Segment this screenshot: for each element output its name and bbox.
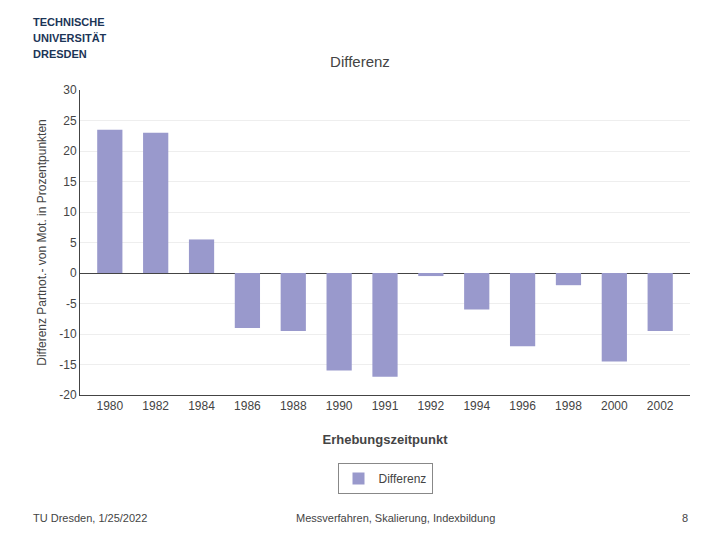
svg-text:1986: 1986	[234, 399, 261, 413]
svg-text:5: 5	[70, 236, 77, 250]
svg-text:TU Dresden, 1/25/2022: TU Dresden, 1/25/2022	[33, 512, 147, 524]
svg-text:1990: 1990	[326, 399, 353, 413]
svg-text:-10: -10	[59, 327, 77, 341]
svg-text:Differenz: Differenz	[379, 472, 427, 486]
svg-text:TECHNISCHE: TECHNISCHE	[33, 16, 105, 28]
svg-text:1980: 1980	[96, 399, 123, 413]
svg-text:0: 0	[70, 266, 77, 280]
svg-text:2002: 2002	[647, 399, 674, 413]
svg-text:2000: 2000	[601, 399, 628, 413]
svg-text:Erhebungszeitpunkt: Erhebungszeitpunkt	[323, 432, 449, 447]
svg-text:1988: 1988	[280, 399, 307, 413]
svg-text:1996: 1996	[509, 399, 536, 413]
svg-text:8: 8	[682, 512, 688, 524]
svg-text:1982: 1982	[142, 399, 169, 413]
svg-text:10: 10	[63, 205, 77, 219]
svg-text:1991: 1991	[372, 399, 399, 413]
svg-text:DRESDEN: DRESDEN	[33, 48, 87, 60]
svg-text:UNIVERSITÄT: UNIVERSITÄT	[33, 32, 107, 44]
svg-text:15: 15	[63, 175, 77, 189]
svg-text:1998: 1998	[555, 399, 582, 413]
svg-text:1994: 1994	[463, 399, 490, 413]
svg-text:Differenz: Differenz	[330, 53, 390, 70]
svg-text:20: 20	[63, 144, 77, 158]
svg-text:25: 25	[63, 114, 77, 128]
svg-text:1992: 1992	[418, 399, 445, 413]
svg-text:30: 30	[63, 83, 77, 97]
svg-text:1984: 1984	[188, 399, 215, 413]
svg-text:-5: -5	[66, 297, 77, 311]
svg-text:Messverfahren, Skalierung, Ind: Messverfahren, Skalierung, Indexbildung	[296, 512, 495, 524]
svg-text:-20: -20	[59, 388, 77, 402]
svg-text:-15: -15	[59, 358, 77, 372]
svg-text:Differenz Partnot.- von Mot. i: Differenz Partnot.- von Mot. in Prozentp…	[35, 119, 49, 366]
